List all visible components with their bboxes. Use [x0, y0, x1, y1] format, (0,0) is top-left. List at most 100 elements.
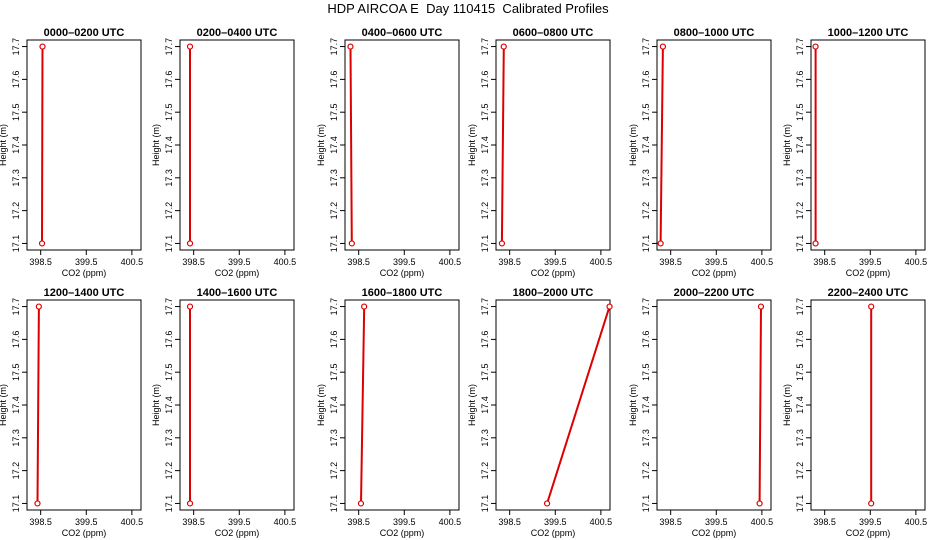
x-tick-label: 398.5	[813, 517, 836, 527]
y-tick-label: 17.7	[329, 298, 339, 316]
panel-title: 0800–1000 UTC	[674, 27, 755, 39]
x-axis-label: CO2 (ppm)	[215, 268, 260, 278]
x-tick-label: 398.5	[29, 517, 52, 527]
data-point	[348, 240, 355, 247]
data-point	[38, 240, 46, 247]
y-tick-label: 17.5	[329, 363, 339, 381]
y-tick-label: 17.7	[795, 298, 805, 316]
profile-line	[758, 306, 762, 504]
plot-frame	[26, 39, 142, 251]
y-tick-label: 17.4	[795, 136, 805, 154]
y-tick-label: 17.2	[11, 202, 21, 220]
y-tick-label: 17.3	[641, 429, 651, 447]
panel-9: 1600–1800 UTC 398.5 399.5 400.5 17.1 17.2 17.3…	[316, 287, 461, 538]
x-tick-label: 398.5	[347, 257, 370, 267]
x-tick-label: 399.5	[859, 517, 882, 527]
y-tick-label: 17.6	[11, 71, 21, 89]
x-axis-label: CO2 (ppm)	[692, 268, 737, 278]
y-tick-label: 17.7	[164, 38, 174, 56]
plot-frame	[656, 39, 772, 251]
data-point	[39, 43, 46, 50]
plot-frame	[495, 39, 611, 251]
panel-title: 0600–0800 UTC	[513, 27, 594, 39]
plot-frame	[179, 299, 295, 511]
y-tick-label: 17.7	[164, 298, 174, 316]
y-tick-label: 17.3	[480, 169, 490, 187]
y-axis-label: Height (m)	[316, 124, 326, 166]
y-tick-label: 17.7	[641, 38, 651, 56]
profile-line	[546, 306, 611, 504]
data-point	[812, 43, 819, 50]
y-axis-label: Height (m)	[467, 124, 477, 166]
x-axis-label: CO2 (ppm)	[846, 268, 891, 278]
y-tick-label: 17.7	[480, 38, 490, 56]
profile-line	[41, 46, 44, 244]
y-tick-label: 17.3	[480, 429, 490, 447]
data-point	[498, 240, 506, 247]
y-tick-label: 17.1	[11, 495, 21, 513]
y-tick-label: 17.6	[164, 331, 174, 349]
y-axis-label: Height (m)	[467, 384, 477, 426]
profile-line	[360, 306, 366, 504]
y-tick-label: 17.4	[11, 136, 21, 154]
y-tick-label: 17.5	[641, 363, 651, 381]
y-tick-label: 17.7	[641, 298, 651, 316]
y-tick-label: 17.3	[795, 169, 805, 187]
plot-frame	[179, 39, 295, 251]
x-tick-label: 398.5	[659, 517, 682, 527]
y-axis-label: Height (m)	[316, 384, 326, 426]
x-tick-label: 400.5	[590, 257, 613, 267]
profile-line	[500, 46, 505, 244]
data-point	[186, 303, 194, 310]
y-tick-label: 17.3	[641, 169, 651, 187]
panel-11: 2000–2200 UTC 398.5 399.5 400.5 17.1 17.2 17.3…	[628, 287, 773, 538]
x-axis-label: CO2 (ppm)	[380, 528, 425, 538]
panel-title: 0400–0600 UTC	[362, 27, 443, 39]
y-tick-label: 17.4	[164, 136, 174, 154]
y-tick-label: 17.2	[164, 202, 174, 220]
y-tick-label: 17.6	[795, 71, 805, 89]
y-tick-label: 17.2	[329, 462, 339, 480]
y-tick-label: 17.1	[164, 235, 174, 253]
y-axis-label: Height (m)	[782, 384, 792, 426]
y-tick-label: 17.1	[795, 495, 805, 513]
y-tick-label: 17.5	[11, 103, 21, 121]
y-tick-label: 17.3	[11, 169, 21, 187]
y-tick-label: 17.5	[795, 103, 805, 121]
y-tick-label: 17.5	[329, 103, 339, 121]
y-tick-label: 17.4	[11, 396, 21, 414]
y-axis-label: Height (m)	[782, 124, 792, 166]
x-tick-label: 398.5	[347, 517, 370, 527]
x-axis-label: CO2 (ppm)	[380, 268, 425, 278]
y-tick-label: 17.5	[164, 363, 174, 381]
x-tick-label: 400.5	[439, 257, 462, 267]
y-tick-label: 17.4	[480, 396, 490, 414]
plot-frame	[495, 299, 611, 511]
x-axis-label: CO2 (ppm)	[531, 528, 576, 538]
panel-5: 0800–1000 UTC 398.5 399.5 400.5 17.1 17.2 17.3…	[628, 27, 773, 278]
x-tick-label: 399.5	[705, 257, 728, 267]
y-tick-label: 17.2	[795, 202, 805, 220]
panel-7: 1200–1400 UTC 398.5 399.5 400.5 17.1 17.2 17.3…	[0, 287, 143, 538]
panel-1: 0000–0200 UTC 398.5 399.5 400.5 17.1 17.2 17.3…	[0, 27, 143, 278]
x-tick-label: 399.5	[393, 517, 416, 527]
x-tick-label: 398.5	[659, 257, 682, 267]
x-tick-label: 400.5	[751, 257, 774, 267]
x-tick-label: 400.5	[274, 257, 297, 267]
x-tick-label: 400.5	[905, 257, 928, 267]
x-axis-label: CO2 (ppm)	[62, 528, 107, 538]
panel-title: 1200–1400 UTC	[44, 287, 125, 299]
y-tick-label: 17.6	[641, 71, 651, 89]
data-point	[659, 43, 667, 50]
y-tick-label: 17.6	[11, 331, 21, 349]
x-axis-label: CO2 (ppm)	[531, 268, 576, 278]
x-tick-label: 400.5	[751, 517, 774, 527]
y-tick-label: 17.3	[329, 429, 339, 447]
x-tick-label: 399.5	[228, 257, 251, 267]
x-axis-label: CO2 (ppm)	[846, 528, 891, 538]
y-tick-label: 17.2	[11, 462, 21, 480]
x-axis-label: CO2 (ppm)	[692, 528, 737, 538]
data-point	[347, 43, 354, 50]
x-tick-label: 399.5	[859, 257, 882, 267]
